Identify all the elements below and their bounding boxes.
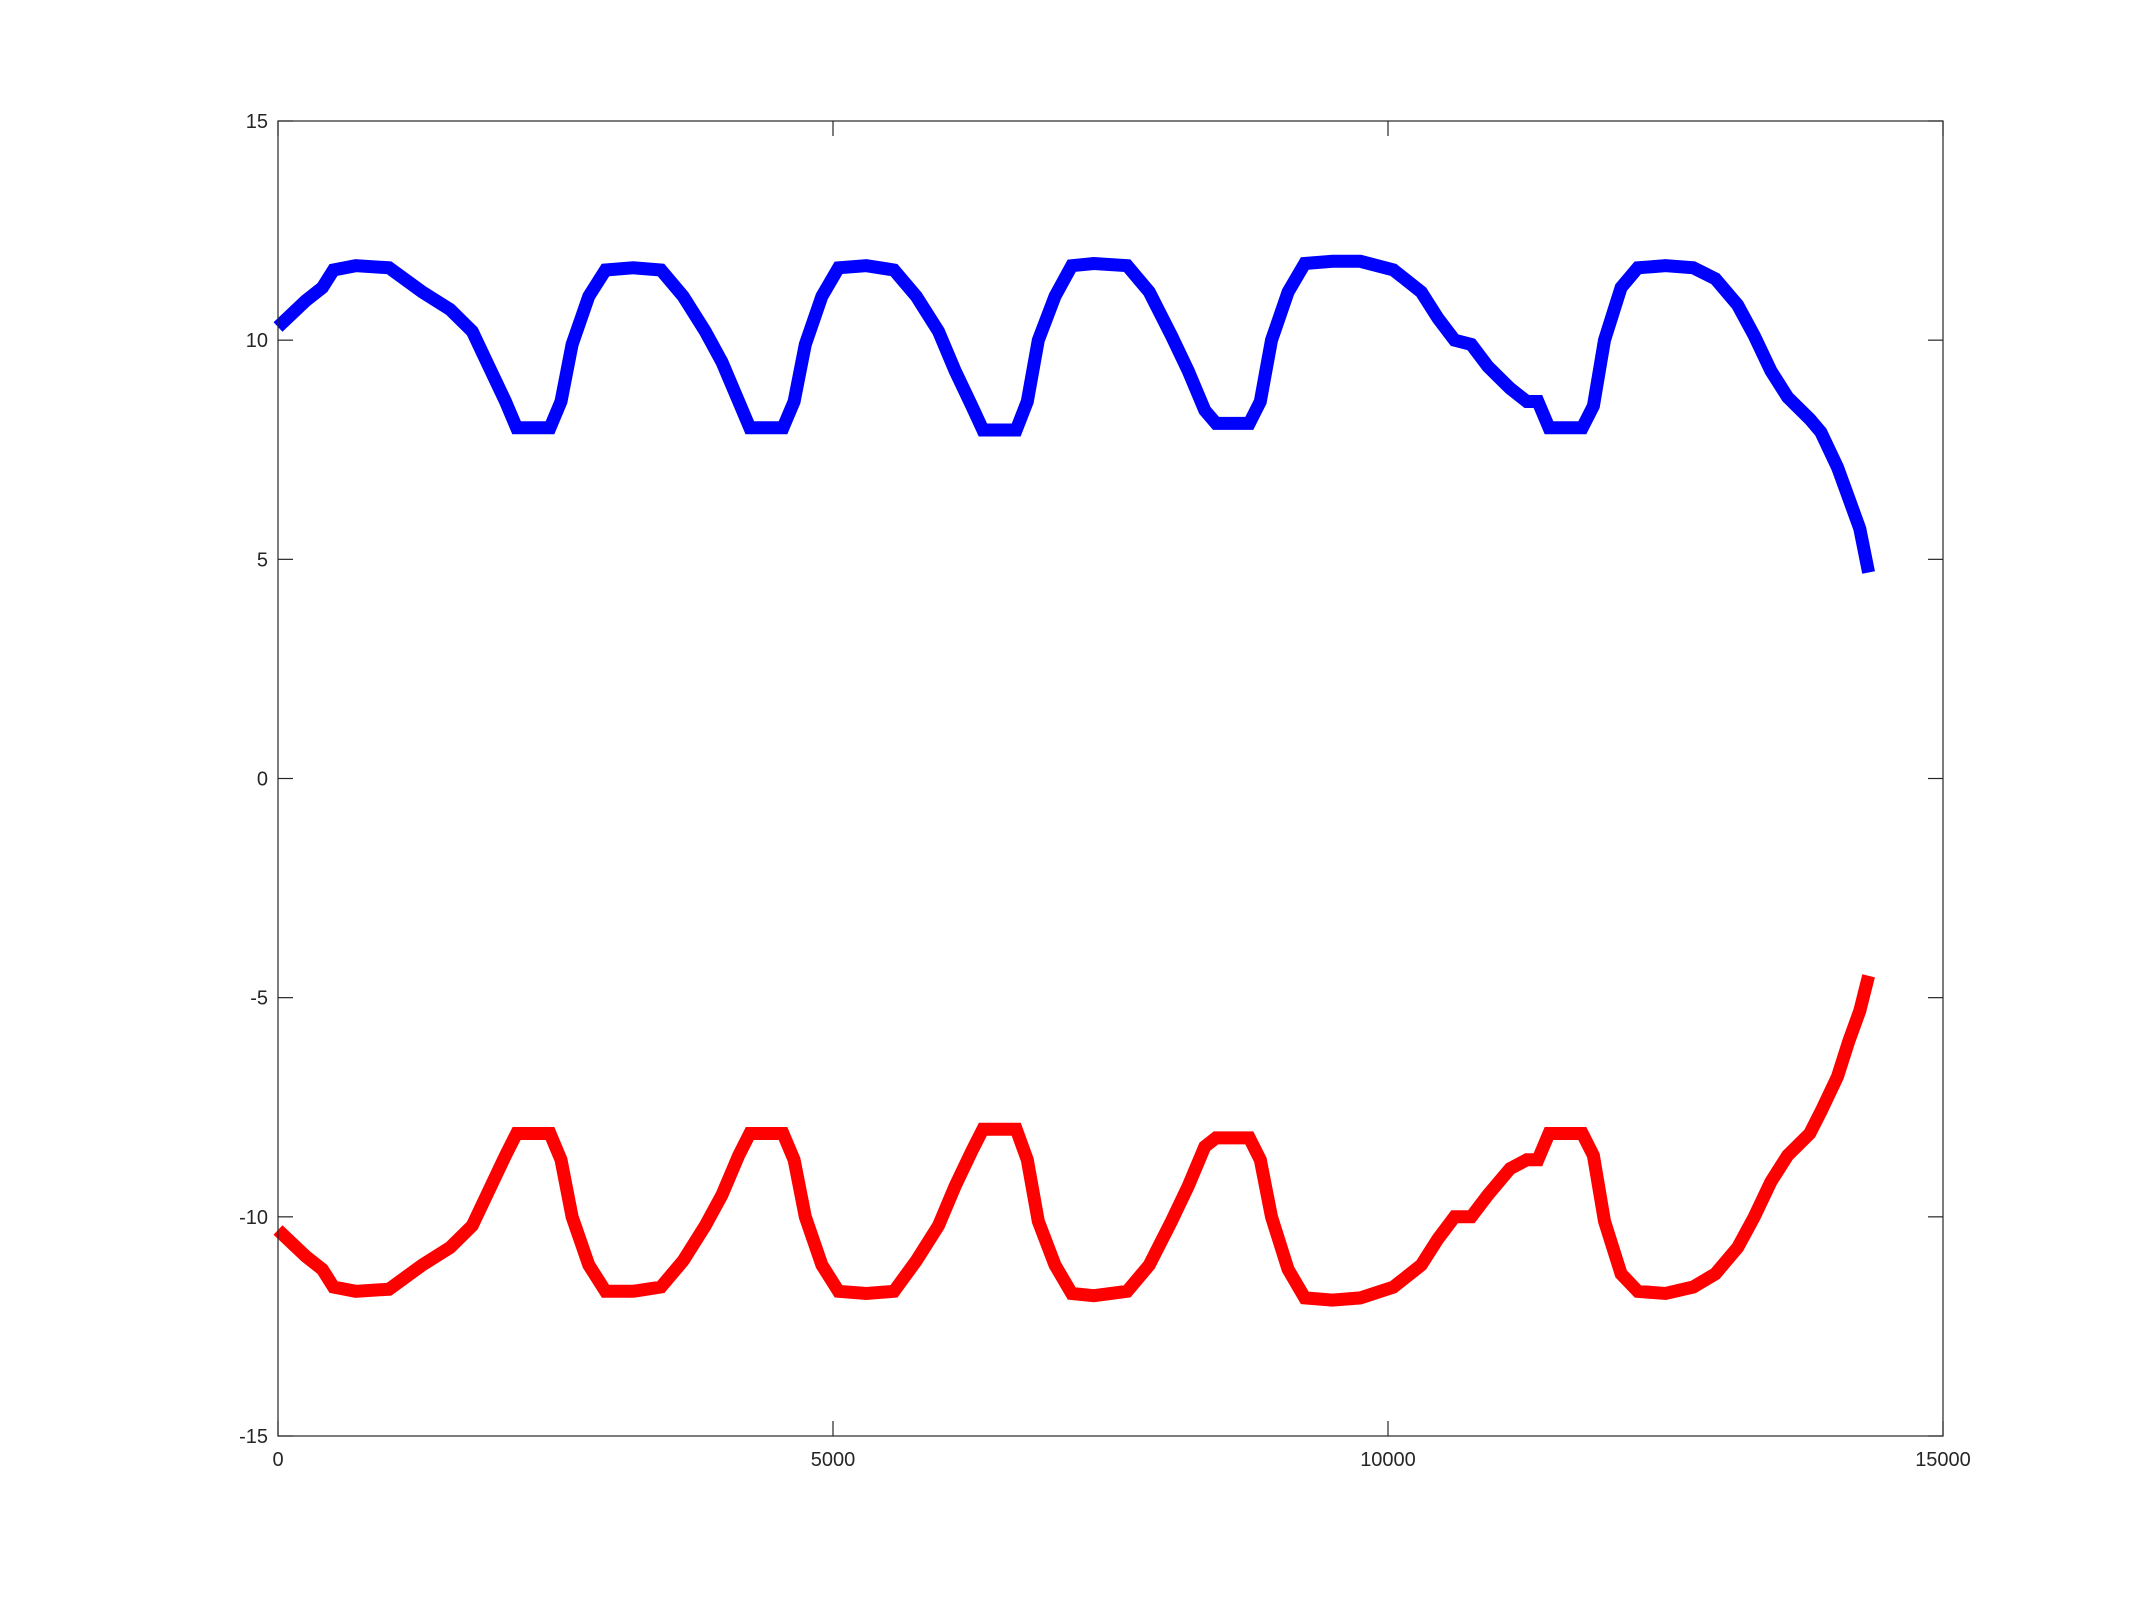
series-line-1: [273, 254, 1875, 574]
y-tick-label: 15: [246, 111, 268, 133]
x-tick-label: 10000: [1360, 1449, 1416, 1471]
y-tick-label: 10: [246, 330, 268, 352]
series-layer: [273, 254, 1875, 1307]
x-tick-label: 15000: [1915, 1449, 1971, 1471]
plot-area: [278, 121, 1943, 1436]
y-tick-label: -10: [239, 1207, 268, 1229]
series-line-2: [273, 974, 1875, 1307]
y-tick-label: -5: [250, 988, 268, 1010]
x-tick-label: 0: [272, 1449, 283, 1471]
x-tick-label: 5000: [811, 1449, 856, 1471]
axes-layer: 0 5000 10000 15000 15 10 5 0 -5 -10 -15: [239, 111, 1971, 1471]
plot-background: [278, 121, 1943, 1436]
y-tick-label: 0: [257, 769, 268, 791]
y-tick-label: -15: [239, 1426, 268, 1448]
y-tick-label: 5: [257, 549, 268, 571]
